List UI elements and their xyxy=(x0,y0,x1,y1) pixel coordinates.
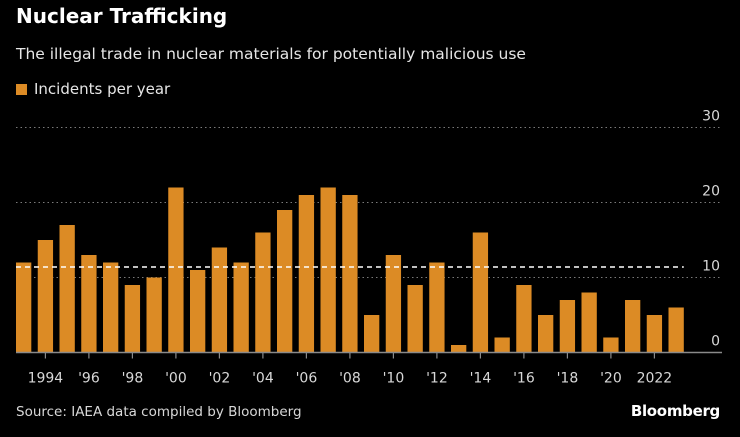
bar-2019 xyxy=(581,292,597,353)
bar-2009 xyxy=(364,315,380,353)
x-tick-label: '18 xyxy=(557,371,579,387)
x-tick-label: '06 xyxy=(296,371,318,387)
bar-1994 xyxy=(37,240,54,353)
y-tick-label: 30 xyxy=(702,109,720,125)
bar-2000 xyxy=(168,187,184,353)
x-tick-label: 2022 xyxy=(637,371,673,387)
bar-1997 xyxy=(103,262,119,353)
x-tick-label: '12 xyxy=(426,371,448,387)
x-tick-label: '10 xyxy=(383,371,405,387)
bar-2023 xyxy=(668,307,684,353)
x-tick-label: '98 xyxy=(122,371,144,387)
bar-1995 xyxy=(59,225,75,353)
x-tick-label: '00 xyxy=(165,371,187,387)
bar-2013 xyxy=(451,345,467,353)
bar-2005 xyxy=(277,210,293,353)
bar-2015 xyxy=(494,337,510,353)
legend-label: Incidents per year xyxy=(34,80,171,98)
y-tick-label: 0 xyxy=(711,334,720,350)
bloomberg-logo: Bloomberg xyxy=(630,402,720,420)
bar-2014 xyxy=(472,232,489,353)
bar-2010 xyxy=(385,255,402,353)
bar-1998 xyxy=(124,285,141,353)
bar-2003 xyxy=(233,262,249,353)
bar-2008 xyxy=(342,195,358,353)
x-tick-label: 1994 xyxy=(28,371,64,387)
bar-2017 xyxy=(538,315,554,353)
bar-2020 xyxy=(603,337,619,353)
bar-2006 xyxy=(298,195,315,353)
x-tick-label: '96 xyxy=(78,371,100,387)
bar-2016 xyxy=(516,285,532,353)
y-tick-label: 20 xyxy=(702,184,720,200)
bar-2002 xyxy=(211,247,228,353)
chart-title: Nuclear Trafficking xyxy=(16,4,228,28)
legend: Incidents per year xyxy=(16,80,170,98)
bar-2001 xyxy=(190,270,206,353)
x-tick-label: '14 xyxy=(470,371,492,387)
x-tick-label: '02 xyxy=(209,371,231,387)
x-tick-label: '08 xyxy=(339,371,361,387)
bar-1999 xyxy=(146,277,162,353)
x-tick-label: '04 xyxy=(252,371,274,387)
bar-2021 xyxy=(625,300,641,353)
bar-2022 xyxy=(646,315,663,353)
legend-swatch xyxy=(16,83,27,95)
bar-2011 xyxy=(407,285,423,353)
x-tick-label: '16 xyxy=(513,371,535,387)
x-tick-label: '20 xyxy=(600,371,622,387)
y-tick-label: 10 xyxy=(702,259,720,275)
bar-2012 xyxy=(429,262,445,353)
bar-2007 xyxy=(320,187,336,353)
bar-2004 xyxy=(255,232,271,353)
bar-2018 xyxy=(559,300,576,353)
bar-1996 xyxy=(81,255,97,353)
source-note: Source: IAEA data compiled by Bloomberg xyxy=(16,404,302,420)
chart-subtitle: The illegal trade in nuclear materials f… xyxy=(16,45,526,63)
bar-1993 xyxy=(16,262,32,353)
